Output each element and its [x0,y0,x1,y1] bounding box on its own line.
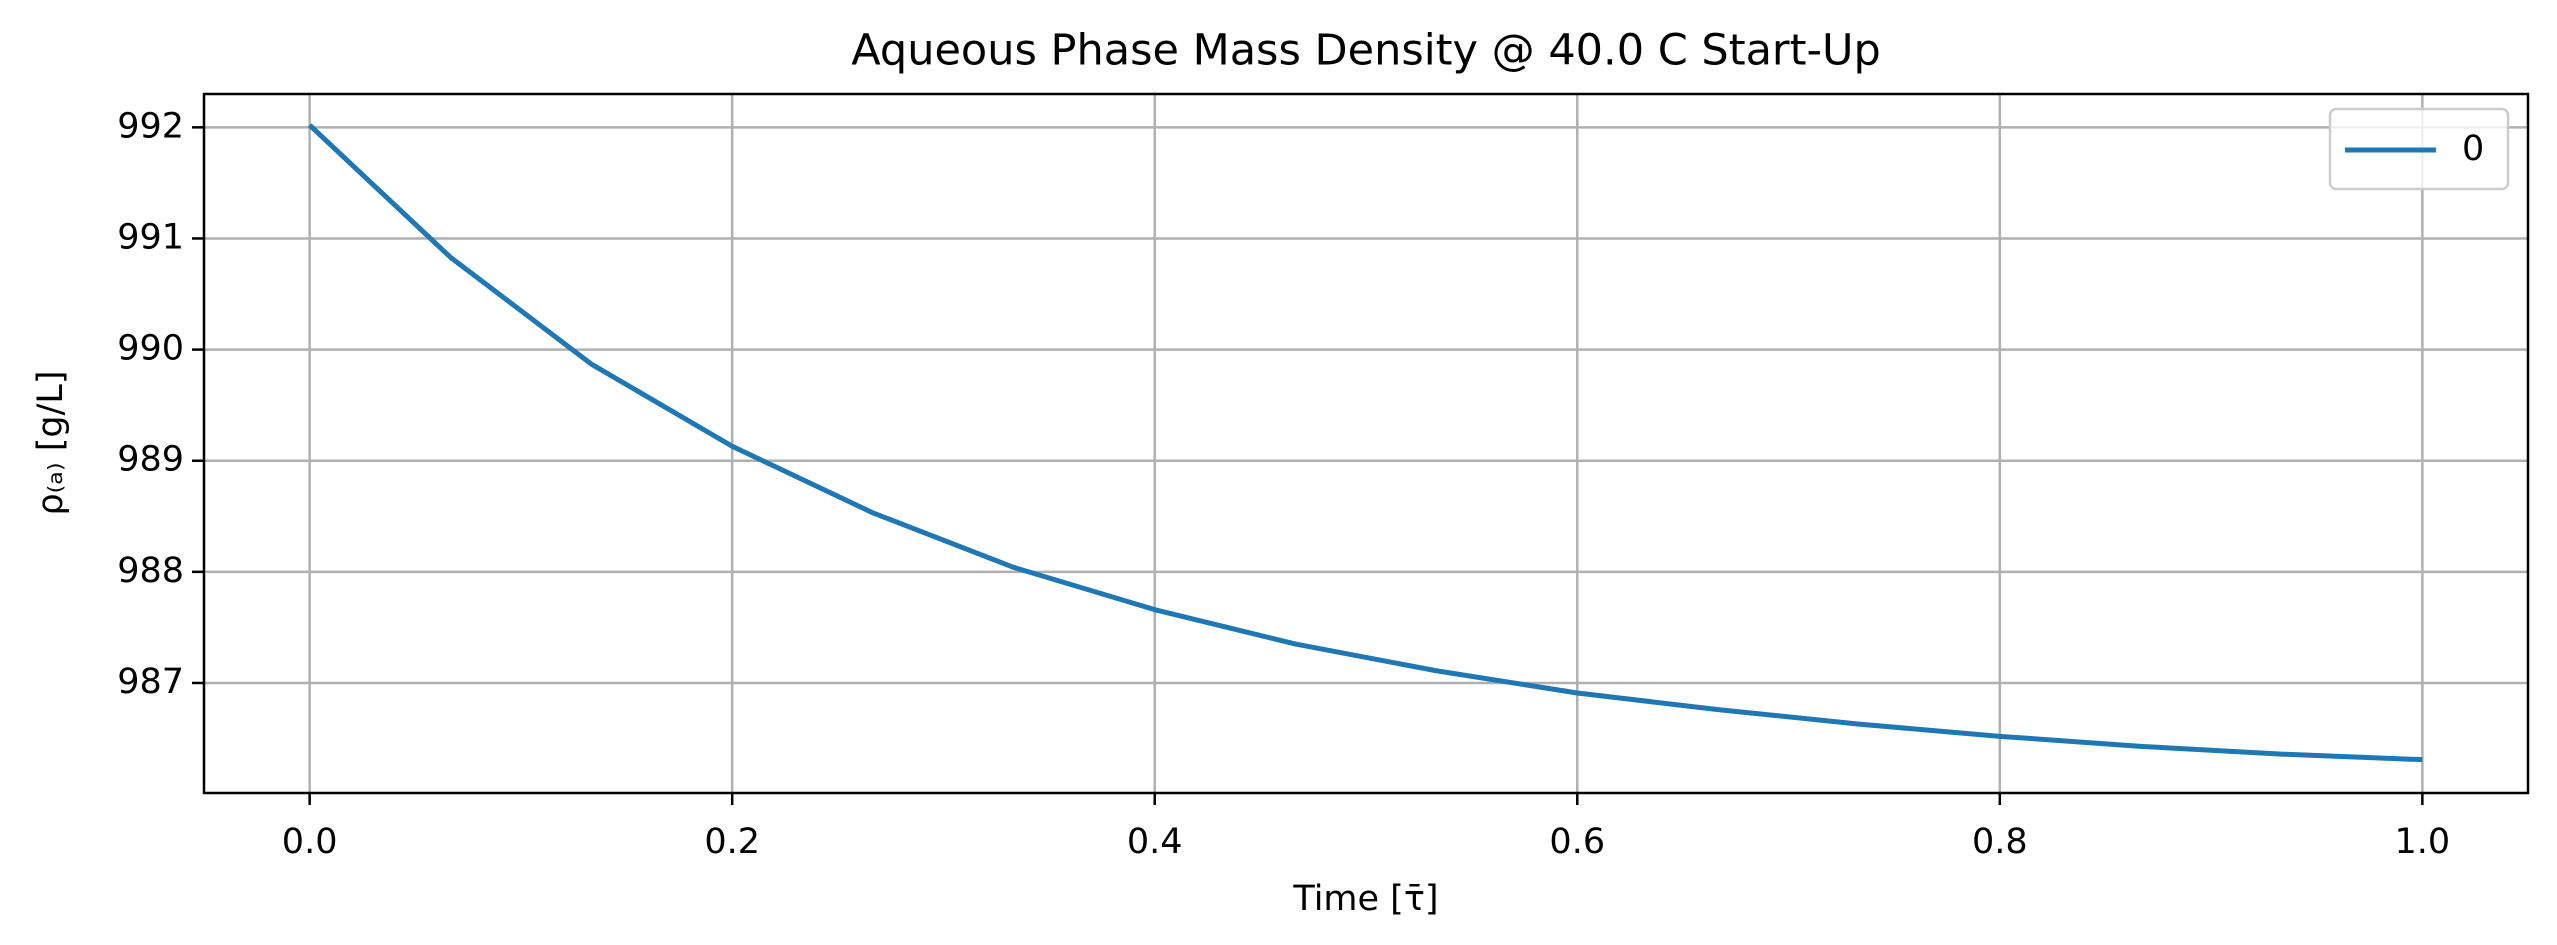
x-axis-label: Time [τ̄] [1292,879,1438,919]
chart-title: Aqueous Phase Mass Density @ 40.0 C Star… [851,26,1881,76]
y-tick-label: 987 [117,662,184,702]
x-tick-label: 0.6 [1549,822,1605,862]
plot-frame [202,92,2530,795]
y-tick-label: 992 [117,106,184,146]
x-tick-label: 0.2 [704,822,760,862]
data-line [307,123,2423,763]
y-tick-label: 988 [117,551,184,591]
x-tick-label: 0.0 [282,822,338,862]
x-tick-label: 0.8 [1972,822,2028,862]
x-tick-label: 0.4 [1127,822,1183,862]
y-tick-label: 989 [117,440,184,480]
y-tick-label: 990 [117,329,184,369]
y-axis-label: ρ₍ₐ₎ [g/L] [31,370,71,515]
legend-label: 0 [2462,129,2484,169]
y-tick-label: 991 [117,217,184,257]
x-tick-label: 1.0 [2395,822,2451,862]
